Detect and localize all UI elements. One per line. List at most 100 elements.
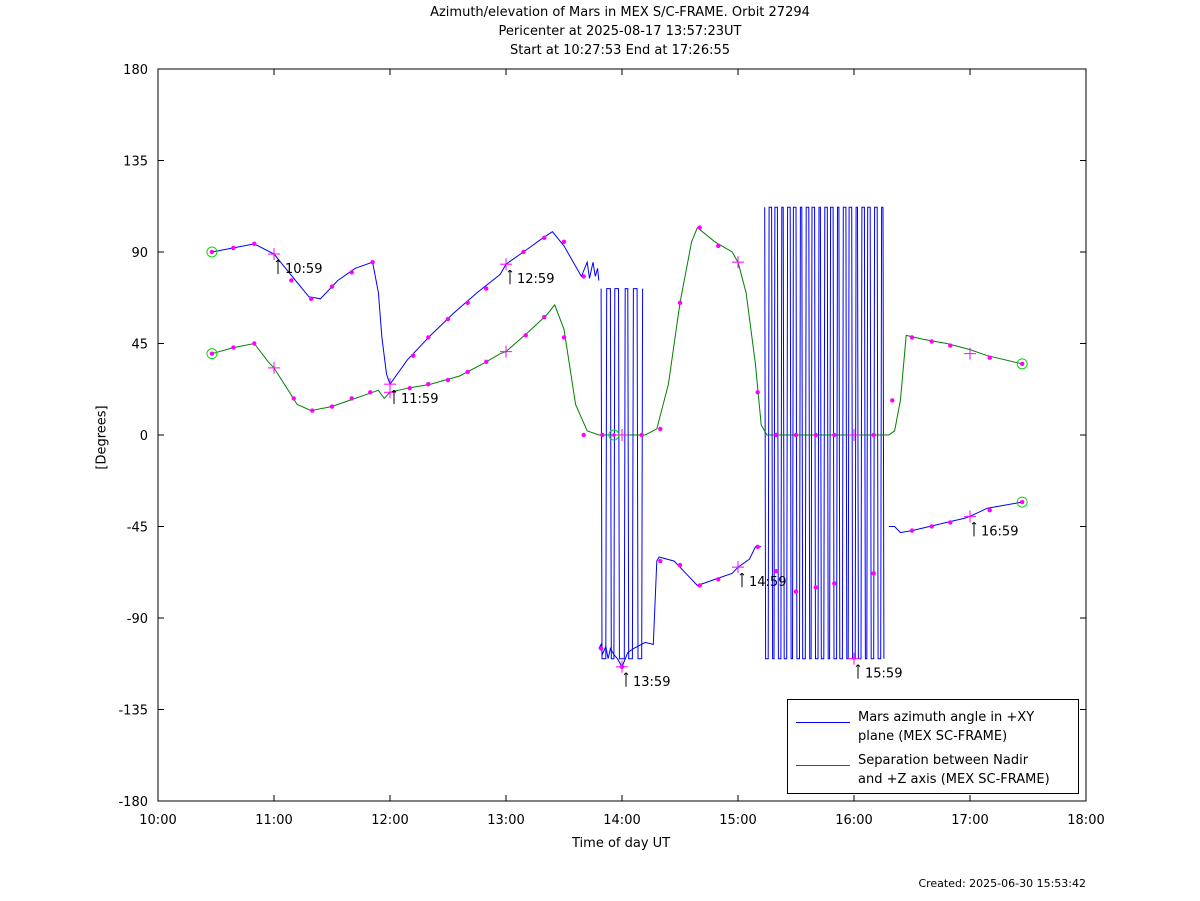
- hour-time-label: 12:59: [517, 272, 554, 287]
- x-tick-label: 11:00: [255, 813, 292, 828]
- chart-title-line-2: Pericenter at 2025-08-17 13:57:23UT: [498, 24, 742, 39]
- separation-sample-marker: [231, 345, 236, 350]
- azimuth-sample-marker: [774, 569, 779, 574]
- separation-sample-marker: [542, 314, 547, 320]
- y-tick-label: 45: [131, 338, 148, 353]
- legend-label-azimuth-2: plane (MEX SC-FRAME): [858, 729, 1008, 744]
- azimuth-sample-marker: [658, 558, 663, 564]
- separation-sample-marker: [561, 335, 567, 340]
- azimuth-sample-marker: [793, 589, 799, 594]
- endpoint-center-dot: [1020, 362, 1024, 366]
- y-tick-label: 180: [123, 63, 148, 78]
- legend-swatch-separation: [796, 765, 850, 766]
- azimuth-sample-marker: [231, 245, 236, 251]
- azimuth-sample-marker: [329, 284, 335, 289]
- separation-sample-marker: [813, 432, 818, 438]
- hour-time-label: 16:59: [981, 524, 1018, 539]
- separation-sample-marker: [445, 377, 451, 383]
- azimuth-sample-marker: [411, 353, 416, 358]
- separation-sample-marker: [291, 396, 296, 401]
- azimuth-sample-marker: [252, 241, 257, 247]
- legend-box: Mars azimuth angle in +XY plane (MEX SC-…: [787, 699, 1079, 794]
- separation-sample-marker: [581, 432, 586, 438]
- separation-sample-marker: [948, 343, 953, 348]
- y-tick-label: 0: [140, 429, 148, 444]
- legend-label-separation-1: Separation between Nadir: [858, 753, 1029, 768]
- y-tick-label: -45: [127, 521, 148, 536]
- azimuth-sample-marker: [484, 286, 489, 291]
- separation-sample-marker: [407, 386, 412, 391]
- y-tick-label: -135: [118, 704, 148, 719]
- azimuth-sample-marker: [871, 571, 876, 576]
- y-tick-label: -180: [118, 795, 148, 810]
- endpoint-circle-marker: [1016, 496, 1028, 508]
- endpoint-center-dot: [612, 433, 616, 437]
- hour-time-label: 14:59: [749, 575, 786, 590]
- separation-sample-marker: [426, 381, 431, 387]
- chart-title-line-3: Start at 10:27:53 End at 17:26:55: [509, 43, 731, 58]
- separation-sample-marker: [465, 369, 470, 375]
- separation-sample-marker: [252, 341, 257, 346]
- endpoint-circle-marker: [206, 348, 218, 360]
- x-tick-label: 10:00: [139, 813, 176, 828]
- separation-sample-marker: [523, 333, 528, 338]
- hour-tick-arrow: [625, 672, 629, 676]
- azimuth-sample-marker: [465, 300, 470, 306]
- separation-sample-marker: [658, 426, 663, 432]
- azimuth-sample-marker: [598, 646, 604, 651]
- hour-tick-arrow: [857, 664, 861, 668]
- y-tick-label: -90: [127, 612, 148, 627]
- x-tick-label: 17:00: [951, 813, 988, 828]
- separation-sample-marker: [716, 243, 721, 249]
- y-tick-label: 135: [123, 155, 148, 170]
- series-separation-line: [211, 226, 1023, 436]
- hour-tick-arrow: [509, 269, 513, 273]
- azimuth-sample-marker: [445, 316, 451, 322]
- azimuth-sample-marker: [289, 278, 294, 283]
- hour-tick-arrow: [277, 259, 281, 263]
- separation-sample-marker: [697, 225, 702, 230]
- separation-sample-marker: [677, 300, 683, 306]
- separation-sample-marker: [890, 398, 895, 403]
- azimuth-sample-marker: [581, 274, 586, 279]
- azimuth-sample-marker: [308, 296, 314, 301]
- legend-swatch-azimuth: [796, 722, 850, 723]
- chart-title-line-1: Azimuth/elevation of Mars in MEX S/C-FRA…: [430, 5, 810, 20]
- azimuth-sample-marker: [370, 259, 375, 265]
- x-tick-label: 12:00: [371, 813, 408, 828]
- azimuth-sample-marker: [813, 585, 818, 590]
- separation-sample-marker: [909, 335, 915, 340]
- separation-sample-marker: [929, 339, 934, 344]
- azimuth-sample-marker: [929, 524, 934, 529]
- x-tick-label: 15:00: [719, 813, 756, 828]
- azimuth-sample-marker: [426, 335, 431, 340]
- azimuth-sample-marker: [909, 528, 915, 533]
- separation-sample-marker: [832, 432, 837, 438]
- endpoint-center-dot: [210, 351, 214, 356]
- series-azimuth-oscillation-0: [600, 288, 644, 660]
- created-timestamp: Created: 2025-06-30 15:53:42: [918, 877, 1086, 890]
- azimuth-sample-marker: [677, 562, 683, 568]
- x-axis-label: Time of day UT: [572, 836, 671, 851]
- separation-sample-marker: [793, 432, 799, 438]
- series-azimuth-segment-0: [598, 546, 762, 668]
- separation-sample-marker: [310, 408, 315, 413]
- endpoint-circle-marker: [206, 246, 218, 258]
- azimuth-sample-marker: [349, 270, 354, 275]
- azimuth-sample-marker: [716, 577, 721, 582]
- azimuth-sample-marker: [697, 583, 702, 588]
- hour-tick-arrow: [393, 389, 397, 393]
- hour-time-label: 11:59: [401, 392, 438, 407]
- x-tick-label: 18:00: [1067, 813, 1104, 828]
- hour-time-label: 15:59: [865, 667, 902, 682]
- endpoint-circle-marker: [1016, 358, 1028, 370]
- separation-sample-marker: [349, 396, 354, 401]
- hour-tick-arrow: [973, 521, 977, 525]
- hour-time-label: 10:59: [285, 262, 322, 277]
- separation-sample-marker: [755, 390, 760, 395]
- x-tick-label: 14:00: [603, 813, 640, 828]
- azimuth-sample-marker: [561, 239, 567, 245]
- azimuth-sample-marker: [521, 249, 526, 255]
- legend-label-separation-2: and +Z axis (MEX SC-FRAME): [858, 772, 1050, 787]
